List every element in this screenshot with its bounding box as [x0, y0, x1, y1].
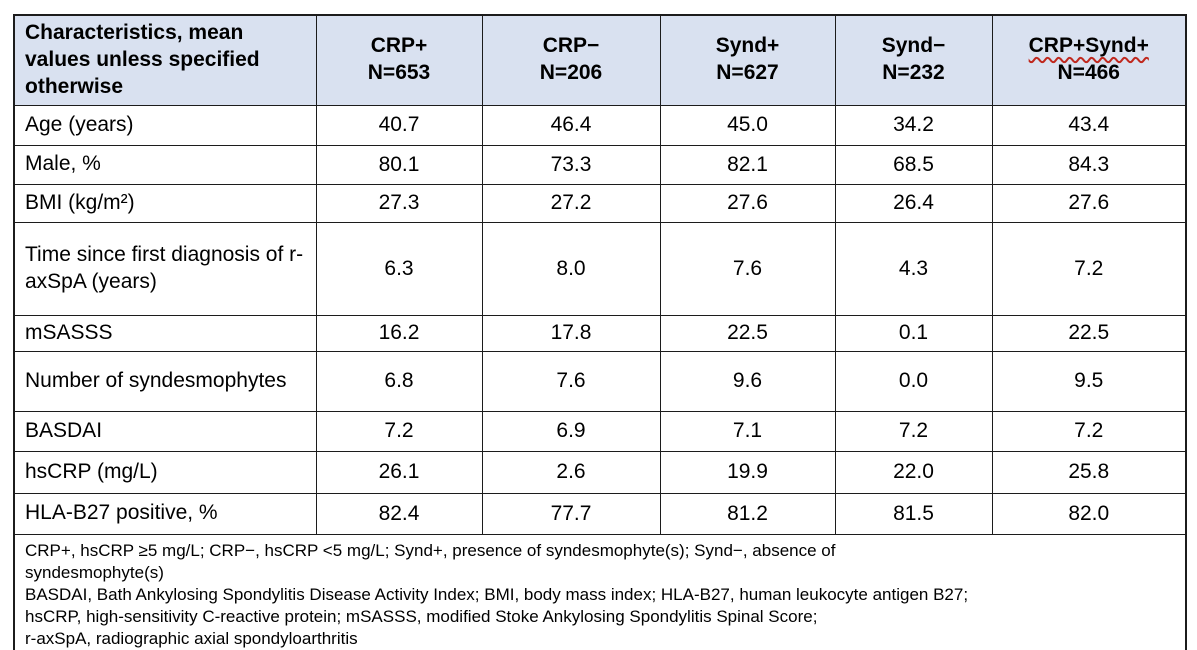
- data-cell: 19.9: [659, 450, 836, 494]
- data-cell: 46.4: [481, 104, 661, 146]
- data-cell: 40.7: [315, 104, 483, 146]
- data-cell: 0.0: [834, 350, 993, 412]
- data-cell: 8.0: [481, 221, 661, 316]
- data-cell: 7.2: [834, 410, 993, 452]
- row-label: Number of syndesmophytes: [13, 350, 317, 412]
- data-cell: 6.3: [315, 221, 483, 316]
- column-header-synd-pos: Synd+ N=627: [659, 14, 836, 106]
- data-cell: 84.3: [991, 144, 1187, 185]
- data-cell: 9.5: [991, 350, 1187, 412]
- row-label: HLA-B27 positive, %: [13, 492, 317, 535]
- data-cell: 7.2: [991, 221, 1187, 316]
- data-cell: 26.4: [834, 183, 993, 223]
- table-row-bmi: BMI (kg/m²) 27.3 27.2 27.6 26.4 27.6: [13, 183, 1187, 223]
- row-label: Male, %: [13, 144, 317, 185]
- column-n: N=627: [716, 61, 779, 85]
- data-cell: 22.5: [991, 314, 1187, 352]
- data-cell: 77.7: [481, 492, 661, 535]
- table-row-msasss: mSASSS 16.2 17.8 22.5 0.1 22.5: [13, 314, 1187, 352]
- footnote-row: CRP+, hsCRP ≥5 mg/L; CRP−, hsCRP <5 mg/L…: [13, 533, 1187, 650]
- table-row-syndesmophytes: Number of syndesmophytes 6.8 7.6 9.6 0.0…: [13, 350, 1187, 412]
- corner-header-cell: Characteristics, mean values unless spec…: [13, 14, 317, 106]
- data-cell: 27.6: [991, 183, 1187, 223]
- table-row-age: Age (years) 40.7 46.4 45.0 34.2 43.4: [13, 104, 1187, 146]
- data-cell: 80.1: [315, 144, 483, 185]
- data-cell: 45.0: [659, 104, 836, 146]
- data-cell: 7.2: [315, 410, 483, 452]
- header-row: Characteristics, mean values unless spec…: [13, 14, 1187, 106]
- data-cell: 27.3: [315, 183, 483, 223]
- column-label: CRP−: [542, 34, 600, 58]
- data-cell: 68.5: [834, 144, 993, 185]
- data-cell: 7.2: [991, 410, 1187, 452]
- data-cell: 9.6: [659, 350, 836, 412]
- data-cell: 82.0: [991, 492, 1187, 535]
- column-label: Synd−: [881, 34, 946, 58]
- column-label: Synd+: [715, 34, 780, 58]
- data-cell: 7.6: [659, 221, 836, 316]
- characteristics-table: Characteristics, mean values unless spec…: [13, 14, 1187, 650]
- data-cell: 16.2: [315, 314, 483, 352]
- table-row-basdai: BASDAI 7.2 6.9 7.1 7.2 7.2: [13, 410, 1187, 452]
- row-label: Time since first diagnosis of r-axSpA (y…: [13, 221, 317, 316]
- row-label: BMI (kg/m²): [13, 183, 317, 223]
- data-cell: 22.0: [834, 450, 993, 494]
- footnote-line: CRP+, hsCRP ≥5 mg/L; CRP−, hsCRP <5 mg/L…: [25, 540, 836, 560]
- column-n: N=466: [1057, 61, 1120, 85]
- data-cell: 7.1: [659, 410, 836, 452]
- data-cell: 82.1: [659, 144, 836, 185]
- column-n: N=206: [539, 61, 603, 85]
- data-cell: 2.6: [481, 450, 661, 494]
- column-header-crp-neg: CRP− N=206: [481, 14, 661, 106]
- data-cell: 7.6: [481, 350, 661, 412]
- data-cell: 6.8: [315, 350, 483, 412]
- column-header-crp-pos: CRP+ N=653: [315, 14, 483, 106]
- data-cell: 73.3: [481, 144, 661, 185]
- column-header-synd-neg: Synd− N=232: [834, 14, 993, 106]
- table-row-time-since-diagnosis: Time since first diagnosis of r-axSpA (y…: [13, 221, 1187, 316]
- column-label: CRP+Synd+: [1028, 34, 1149, 58]
- footnotes-cell: CRP+, hsCRP ≥5 mg/L; CRP−, hsCRP <5 mg/L…: [13, 533, 1187, 650]
- column-n: N=232: [882, 61, 945, 85]
- data-cell: 27.6: [659, 183, 836, 223]
- data-cell: 26.1: [315, 450, 483, 494]
- footnote-line: r-axSpA, radiographic axial spondyloarth…: [25, 628, 358, 648]
- table-row-male: Male, % 80.1 73.3 82.1 68.5 84.3: [13, 144, 1187, 185]
- data-cell: 81.5: [834, 492, 993, 535]
- row-label: hsCRP (mg/L): [13, 450, 317, 494]
- data-cell: 34.2: [834, 104, 993, 146]
- row-label: Age (years): [13, 104, 317, 146]
- data-cell: 6.9: [481, 410, 661, 452]
- row-label: BASDAI: [13, 410, 317, 452]
- column-label: CRP+: [370, 34, 428, 58]
- data-cell: 27.2: [481, 183, 661, 223]
- data-cell: 81.2: [659, 492, 836, 535]
- table-row-hscrp: hsCRP (mg/L) 26.1 2.6 19.9 22.0 25.8: [13, 450, 1187, 494]
- data-cell: 82.4: [315, 492, 483, 535]
- data-cell: 22.5: [659, 314, 836, 352]
- footnote-line: syndesmophyte(s): [25, 562, 164, 582]
- data-cell: 4.3: [834, 221, 993, 316]
- column-header-crp-pos-synd-pos: CRP+Synd+ N=466: [991, 14, 1187, 106]
- footnote-line: BASDAI, Bath Ankylosing Spondylitis Dise…: [25, 584, 969, 604]
- column-n: N=653: [367, 61, 431, 85]
- footnote-line: hsCRP, high-sensitivity C-reactive prote…: [25, 606, 818, 626]
- data-cell: 0.1: [834, 314, 993, 352]
- table-row-hla-b27: HLA-B27 positive, % 82.4 77.7 81.2 81.5 …: [13, 492, 1187, 535]
- row-label: mSASSS: [13, 314, 317, 352]
- data-cell: 43.4: [991, 104, 1187, 146]
- data-cell: 25.8: [991, 450, 1187, 494]
- data-cell: 17.8: [481, 314, 661, 352]
